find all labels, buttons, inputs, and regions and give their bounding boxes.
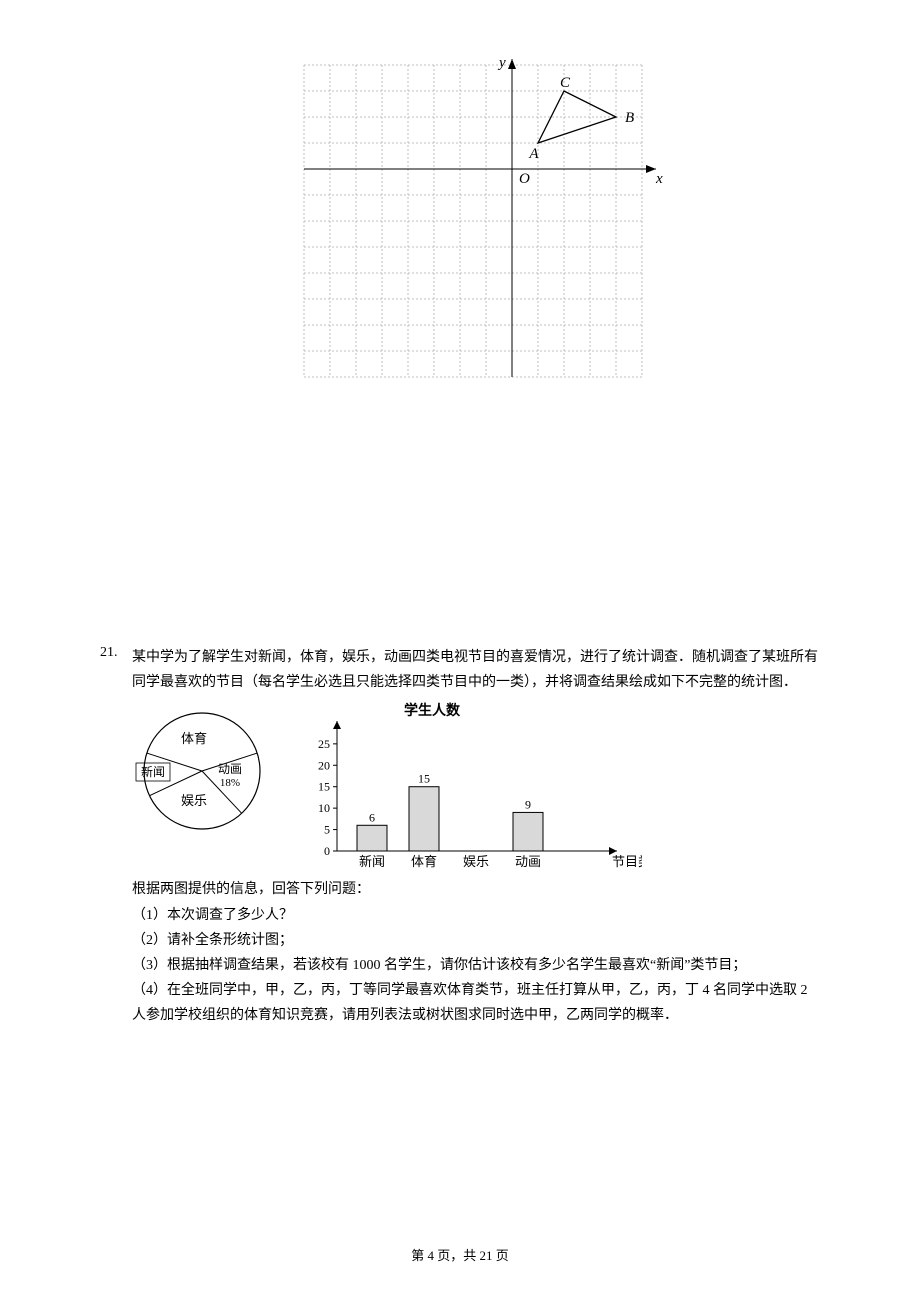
svg-text:体育: 体育 <box>181 731 207 746</box>
svg-text:20: 20 <box>318 759 330 773</box>
svg-text:新闻: 新闻 <box>141 764 165 779</box>
svg-text:节目类型: 节目类型 <box>612 854 642 869</box>
svg-text:C: C <box>560 75 571 91</box>
question-lead: 根据两图提供的信息，回答下列问题： <box>132 877 820 902</box>
svg-text:y: y <box>497 55 506 71</box>
svg-text:9: 9 <box>525 798 531 812</box>
svg-text:O: O <box>519 171 530 187</box>
pie-chart: 新闻 体育娱乐 动画18% <box>132 701 272 841</box>
svg-text:18%: 18% <box>220 777 240 789</box>
charts-row: 新闻体育娱乐动画18% 学生人数05101520256新闻15体育娱乐9动画节目… <box>132 701 820 871</box>
question-item-2: （2）请补全条形统计图； <box>132 928 820 953</box>
bar-chart: 学生人数 0 5 10 15 20 25 6 新闻 15 体育 娱乐 9 动画 节目类型 <box>282 701 642 871</box>
svg-text:6: 6 <box>369 811 375 825</box>
question-21: 21. 某中学为了解学生对新闻，体育，娱乐，动画四类电视节目的喜爱情况，进行了统… <box>100 645 820 1029</box>
svg-text:0: 0 <box>324 844 330 858</box>
svg-text:25: 25 <box>318 737 330 751</box>
svg-text:A: A <box>528 146 539 162</box>
coordinate-grid-figure: Ox y A B C <box>300 55 666 385</box>
page: Ox y A B C 21. 某中学为了解学生对新闻，体育，娱乐，动画四类电视节目的喜爱… <box>0 0 920 1302</box>
question-item-4: （4）在全班同学中，甲，乙，丙，丁等同学最喜欢体育类节，班主任打算从甲，乙，丙，… <box>132 978 820 1028</box>
svg-text:新闻: 新闻 <box>359 854 385 869</box>
svg-text:x: x <box>655 171 663 187</box>
svg-text:动画: 动画 <box>515 854 541 869</box>
question-intro: 某中学为了解学生对新闻，体育，娱乐，动画四类电视节目的喜爱情况，进行了统计调查．… <box>132 645 820 695</box>
svg-text:动画: 动画 <box>218 762 242 776</box>
svg-text:B: B <box>625 110 634 126</box>
svg-text:学生人数: 学生人数 <box>404 702 461 719</box>
svg-text:娱乐: 娱乐 <box>463 854 489 869</box>
question-body: 某中学为了解学生对新闻，体育，娱乐，动画四类电视节目的喜爱情况，进行了统计调查．… <box>132 645 820 1029</box>
question-item-3: （3）根据抽样调查结果，若该校有 1000 名学生，请你估计该校有多少名学生最喜… <box>132 953 820 978</box>
svg-text:5: 5 <box>324 823 330 837</box>
svg-text:体育: 体育 <box>411 854 437 869</box>
question-number: 21. <box>100 645 124 1029</box>
page-footer: 第 4 页，共 21 页 <box>0 1245 920 1264</box>
question-item-1: （1）本次调查了多少人？ <box>132 903 820 928</box>
svg-text:15: 15 <box>418 772 430 786</box>
svg-text:10: 10 <box>318 802 330 816</box>
svg-text:15: 15 <box>318 780 330 794</box>
svg-text:娱乐: 娱乐 <box>181 793 207 808</box>
